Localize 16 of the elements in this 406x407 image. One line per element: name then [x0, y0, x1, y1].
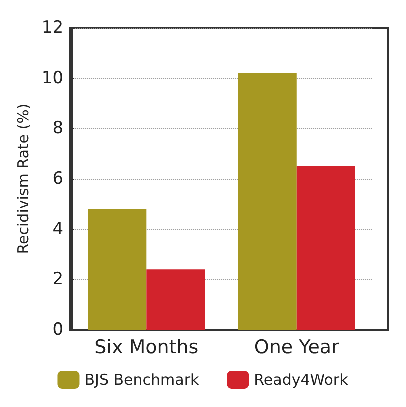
legend-label: BJS Benchmark [84, 371, 200, 389]
y-tick-label: 0 [52, 320, 64, 340]
y-tick-label: 6 [52, 169, 64, 189]
bar [146, 270, 206, 330]
x-tick-label: One Year [254, 336, 340, 358]
bar [88, 209, 147, 330]
bar [238, 73, 297, 330]
legend-label: Ready4Work [254, 371, 349, 389]
y-tick-label: 2 [52, 270, 64, 290]
y-tick-label: 12 [42, 18, 64, 38]
x-tick-label: Six Months [94, 336, 199, 358]
y-tick-label: 8 [52, 118, 64, 139]
y-axis-title: Recidivism Rate (%) [14, 104, 32, 254]
y-tick-label: 10 [42, 68, 64, 88]
y-tick-label: 4 [52, 219, 64, 240]
bar [296, 166, 356, 330]
